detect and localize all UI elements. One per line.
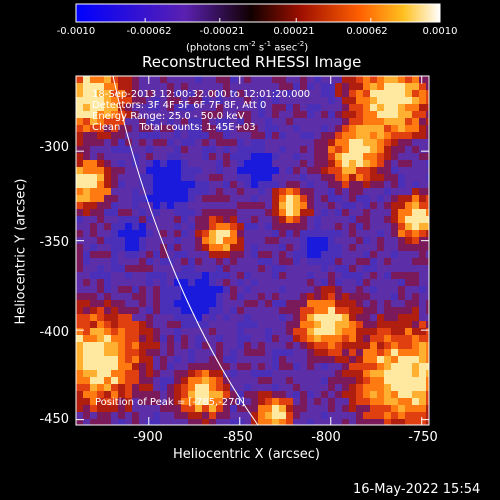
clean-counts-label: Clean Total counts: 1.45E+03 bbox=[92, 122, 256, 133]
plot-frame bbox=[75, 75, 430, 426]
colorbar-ticks bbox=[75, 18, 441, 22]
y-tick-label: -350 bbox=[39, 235, 69, 250]
y-tick-label: -450 bbox=[39, 412, 69, 427]
colorbar-gradient bbox=[75, 3, 441, 23]
x-tick-label: -900 bbox=[133, 430, 163, 445]
colorbar-tick-label: 0.00021 bbox=[273, 26, 315, 37]
colorbar-units: (photons cm-2 s-1 asec-2) bbox=[186, 40, 309, 54]
colorbar-svg bbox=[75, 3, 441, 23]
detectors-label: Detectors: 3F 4F 5F 6F 7F 8F, Att 0 bbox=[92, 100, 267, 111]
x-tick-label: -800 bbox=[311, 430, 341, 445]
image-title: Reconstructed RHESSI Image bbox=[142, 53, 362, 71]
axis-ticks bbox=[76, 76, 429, 425]
footer-date: 16-May-2022 15:54 bbox=[353, 482, 481, 497]
y-tick-label: -300 bbox=[39, 140, 69, 155]
map-pixels bbox=[76, 76, 429, 425]
colorbar-tick-label: -0.0010 bbox=[56, 26, 96, 37]
x-axis-title: Heliocentric X (arcsec) bbox=[173, 447, 320, 462]
peak-position-label: Position of Peak = [-785,-270] bbox=[95, 397, 245, 408]
x-tick-label: -850 bbox=[223, 430, 253, 445]
colorbar-tick-label: 0.0010 bbox=[422, 26, 458, 37]
colorbar-tick-label: -0.00021 bbox=[199, 26, 245, 37]
y-tick-label: -400 bbox=[39, 325, 69, 340]
x-tick-label: -750 bbox=[408, 430, 438, 445]
colorbar-tick-label: 0.00062 bbox=[346, 26, 388, 37]
time-range-label: 18-Sep-2013 12:00:32.000 to 12:01:20.000 bbox=[92, 89, 311, 100]
y-axis-title: Heliocentric Y (arcsec) bbox=[13, 178, 29, 325]
energy-range-label: Energy Range: 25.0 - 50.0 keV bbox=[92, 111, 245, 122]
solar-limb-line bbox=[112, 76, 259, 425]
colorbar-tick-label: -0.00062 bbox=[126, 26, 172, 37]
